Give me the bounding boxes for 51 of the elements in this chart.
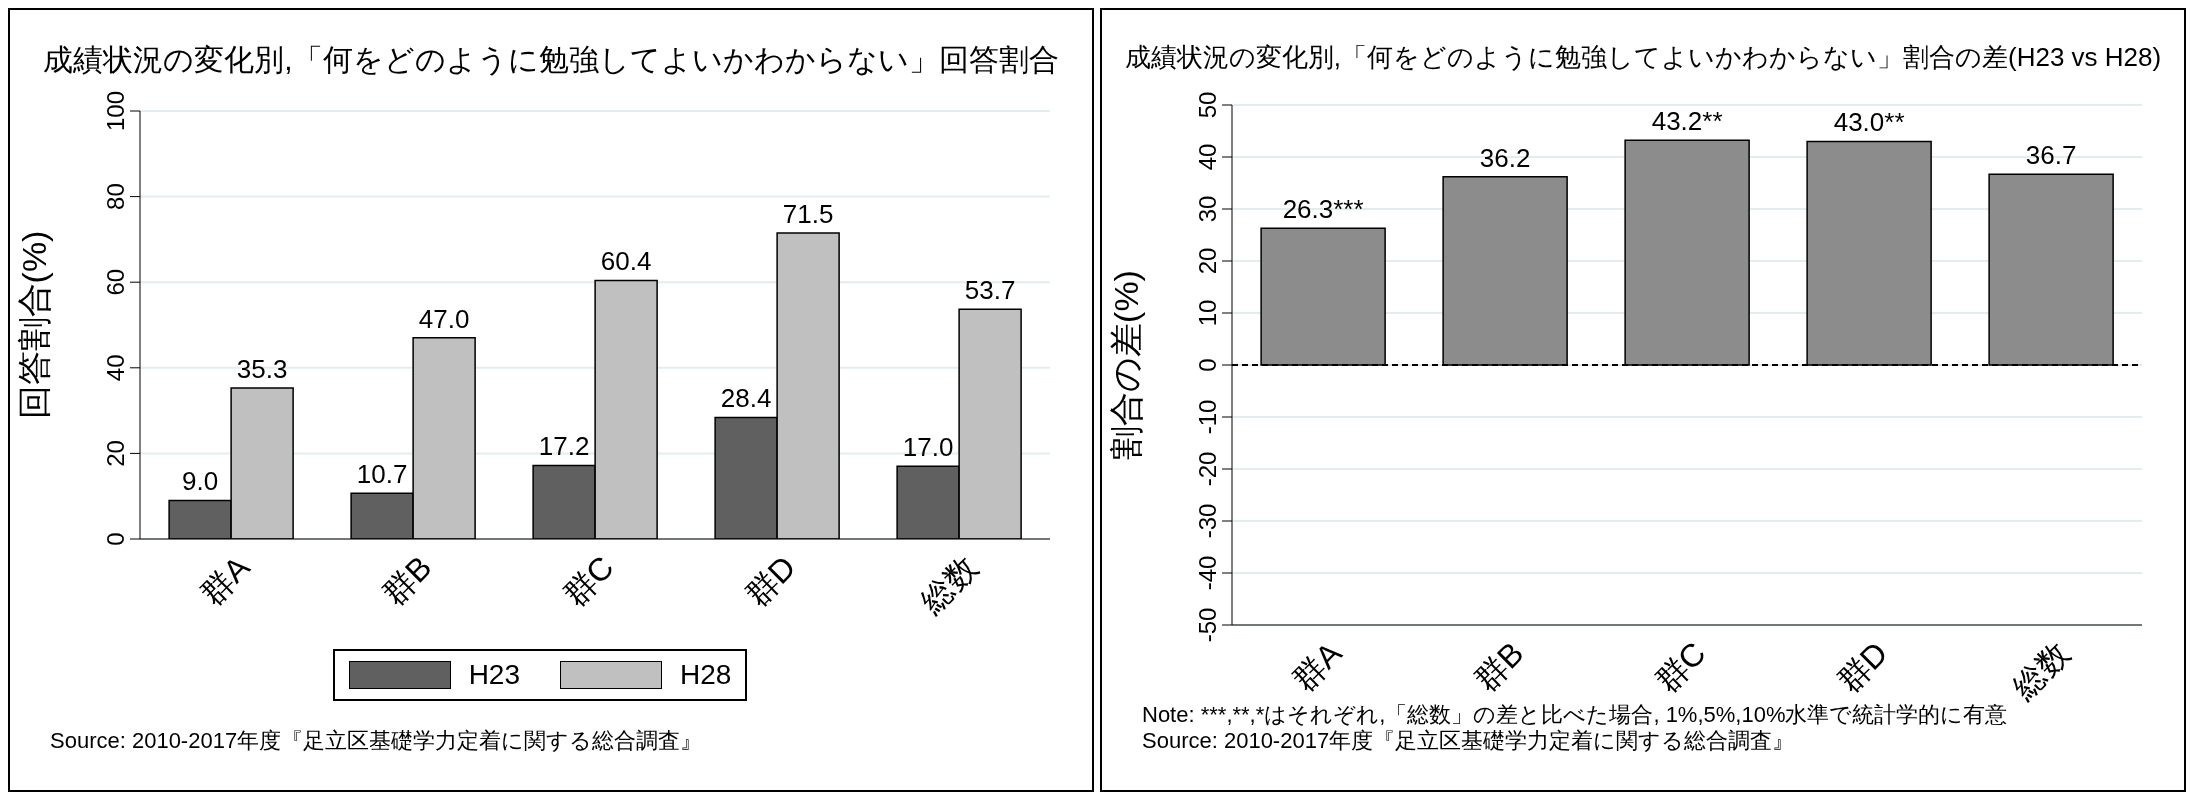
y-tick-label: 0 (1194, 358, 1221, 372)
data-label: 26.3*** (1282, 194, 1364, 225)
data-label: 43.2** (1651, 106, 1723, 137)
y-tick-label: 80 (102, 183, 129, 210)
data-label: 71.5 (782, 198, 834, 229)
legend-label: H23 (468, 659, 520, 691)
text: Note: ***,**,*はそれぞれ,「総数」の差と比べた場合, 1%,5%,10%水準で統計学的に有意 (1142, 702, 2008, 728)
data-label: 35.3 (236, 353, 288, 384)
x-tick-label: 群C (1648, 634, 1713, 700)
y-tick-label: 100 (102, 90, 129, 132)
source-note: Source: 2010-2017年度『足立区基礎学力定着に関する総合調査』 (1142, 728, 1796, 754)
data-label: 60.4 (600, 246, 652, 277)
data-label: 28.4 (720, 383, 772, 414)
y-axis-title: 割合の差(%) (1107, 270, 1146, 460)
x-tick-label: 総数 (913, 548, 985, 621)
y-tick-label: 50 (1194, 91, 1221, 119)
y-tick-label: 10 (1194, 299, 1221, 327)
y-tick-label: 20 (1194, 247, 1221, 275)
y-tick-label: 30 (1194, 195, 1221, 223)
y-axis-title: 回答割合(%) (15, 230, 54, 420)
y-tick-label: 60 (102, 268, 129, 296)
data-label: 47.0 (418, 303, 470, 334)
data-label: 17.0 (902, 432, 954, 463)
x-tick-label: 群A (193, 548, 257, 613)
y-tick-label: -10 (1194, 399, 1221, 435)
x-tick-label: 総数 (2005, 634, 2077, 707)
y-tick-label: -30 (1194, 503, 1221, 539)
x-tick-label: 群C (556, 548, 621, 614)
chart-title: 成績状況の変化別,「何をどのように勉強してよいかわからない」回答割合 (42, 42, 1060, 78)
y-tick-label: 20 (102, 440, 129, 467)
y-tick-label: 0 (102, 532, 129, 546)
y-tick-label: 40 (1194, 143, 1221, 171)
y-tick-label: 40 (102, 354, 129, 382)
data-label: 43.0** (1833, 107, 1905, 138)
data-label: 36.7 (2025, 140, 2077, 171)
x-tick-label: 群D (738, 548, 803, 614)
x-tick-label: 群A (1285, 634, 1349, 699)
data-label: 9.0 (182, 466, 219, 497)
x-tick-label: 群D (1830, 634, 1895, 700)
y-tick-label: -20 (1194, 451, 1221, 487)
chart-title: 成績状況の変化別,「何をどのように勉強してよいかわからない」割合の差(H23 vs H28) (1123, 41, 2163, 74)
data-label: 53.7 (964, 275, 1016, 306)
x-tick-label: 群B (375, 548, 439, 613)
y-tick-label: -40 (1194, 555, 1221, 591)
data-label: 10.7 (356, 459, 408, 490)
data-label: 17.2 (538, 431, 590, 462)
x-tick-label: 群B (1467, 634, 1531, 699)
data-label: 36.2 (1479, 142, 1531, 173)
legend-label: H28 (680, 659, 732, 691)
source-note: Source: 2010-2017年度『足立区基礎学力定着に関する総合調査』 (50, 728, 703, 754)
y-tick-label: -50 (1194, 607, 1221, 643)
